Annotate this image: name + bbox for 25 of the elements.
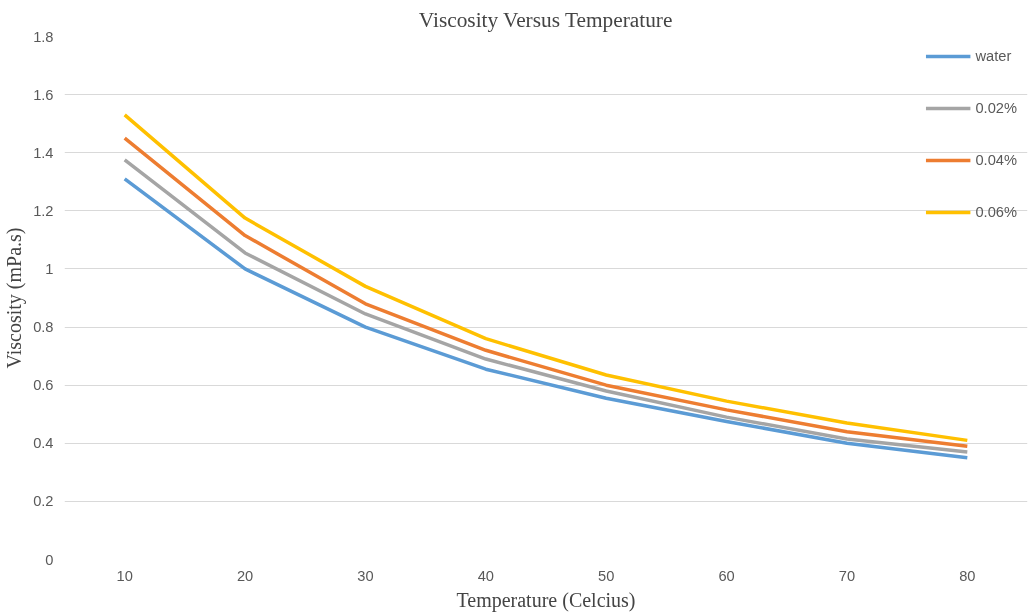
y-tick-label: 1.4 [33, 144, 54, 161]
y-tick-label: 1.2 [33, 202, 54, 219]
y-tick-label: 1.8 [33, 28, 54, 45]
legend-label: 0.06% [975, 204, 1017, 220]
x-tick-label: 70 [838, 567, 856, 584]
y-tick-label: 0.4 [33, 435, 54, 452]
x-tick-label: 80 [959, 567, 976, 584]
y-tick-label: 0.8 [33, 319, 54, 336]
y-tick-label: 0 [45, 551, 54, 568]
x-tick-label: 60 [718, 567, 735, 584]
x-tick-label: 50 [598, 567, 615, 584]
legend-label: 0.04% [975, 152, 1017, 168]
x-tick-label: 10 [116, 567, 133, 584]
y-tick-label: 0.2 [33, 493, 54, 510]
legend-label: 0.02% [975, 100, 1017, 116]
x-tick-label: 30 [357, 567, 374, 584]
legend-label: water [975, 48, 1012, 64]
y-tick-label: 1.6 [33, 86, 54, 103]
y-tick-label: 1 [45, 260, 54, 277]
x-tick-label: 40 [477, 567, 494, 584]
x-tick-label: 20 [236, 567, 254, 584]
y-tick-label: 0.6 [33, 377, 54, 394]
x-axis-title: Temperature (Celcius) [456, 588, 636, 612]
y-axis-title: Viscosity (mPa.s) [3, 227, 27, 369]
chart-title: Viscosity Versus Temperature [418, 7, 673, 32]
